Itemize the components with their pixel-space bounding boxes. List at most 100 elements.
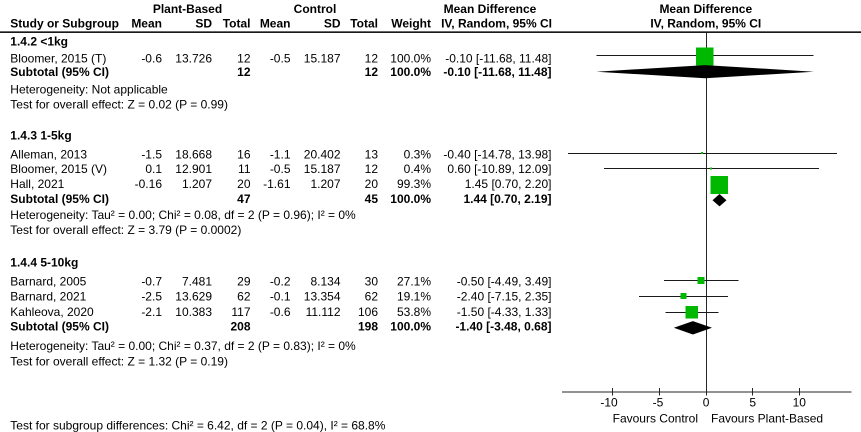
svg-text:IV, Random, 95% CI: IV, Random, 95% CI [650, 16, 761, 30]
svg-text:SD: SD [324, 16, 341, 30]
svg-text:-0.2: -0.2 [270, 274, 291, 288]
svg-text:-1.50 [-4.33, 1.33]: -1.50 [-4.33, 1.33] [457, 305, 552, 319]
svg-text:100.0%: 100.0% [390, 51, 431, 65]
svg-text:Barnard, 2021: Barnard, 2021 [10, 290, 86, 304]
svg-text:-0.10 [-11.68, 11.48]: -0.10 [-11.68, 11.48] [445, 51, 551, 65]
svg-text:Favours Control: Favours Control [613, 412, 698, 426]
svg-text:Heterogeneity: Not applicable: Heterogeneity: Not applicable [10, 83, 168, 97]
svg-text:Barnard, 2005: Barnard, 2005 [10, 274, 86, 288]
svg-text:-0.6: -0.6 [141, 51, 162, 65]
svg-text:Heterogeneity: Tau² = 0.00; Ch: Heterogeneity: Tau² = 0.00; Chi² = 0.08,… [10, 208, 356, 222]
svg-text:5: 5 [749, 396, 756, 410]
svg-text:Test for overall effect: Z = 0: Test for overall effect: Z = 0.02 (P = 0… [10, 97, 228, 111]
svg-text:Weight: Weight [391, 16, 431, 30]
svg-text:Mean: Mean [131, 16, 162, 30]
svg-text:0.60 [-10.89, 12.09]: 0.60 [-10.89, 12.09] [447, 162, 551, 176]
svg-text:-0.6: -0.6 [270, 305, 291, 319]
svg-text:117: 117 [231, 305, 250, 319]
svg-text:19.1%: 19.1% [397, 290, 431, 304]
svg-text:-0.50 [-4.49, 3.49]: -0.50 [-4.49, 3.49] [457, 274, 552, 288]
svg-text:Subtotal (95% CI): Subtotal (95% CI) [10, 320, 109, 334]
svg-text:13.726: 13.726 [175, 51, 212, 65]
svg-text:1.207: 1.207 [310, 177, 340, 191]
svg-text:-1.5: -1.5 [141, 147, 162, 161]
svg-text:-1.1: -1.1 [270, 147, 291, 161]
svg-text:100.0%: 100.0% [390, 320, 431, 334]
svg-text:-0.1: -0.1 [270, 290, 291, 304]
svg-text:8.134: 8.134 [310, 274, 340, 288]
svg-text:18.668: 18.668 [175, 147, 212, 161]
svg-text:12.901: 12.901 [175, 162, 212, 176]
svg-text:Kahleova, 2020: Kahleova, 2020 [10, 305, 94, 319]
svg-text:Favours Plant-Based: Favours Plant-Based [711, 412, 823, 426]
svg-text:-2.40 [-7.15, 2.35]: -2.40 [-7.15, 2.35] [457, 290, 552, 304]
svg-text:12: 12 [237, 65, 251, 79]
svg-text:62: 62 [237, 290, 251, 304]
svg-text:Total: Total [350, 16, 378, 30]
svg-text:0.1: 0.1 [145, 162, 162, 176]
svg-text:-0.5: -0.5 [270, 51, 291, 65]
svg-text:Mean Difference: Mean Difference [444, 2, 537, 16]
svg-text:11: 11 [238, 162, 251, 176]
svg-text:Plant-Based: Plant-Based [153, 2, 222, 16]
svg-text:-0.40 [-14.78, 13.98]: -0.40 [-14.78, 13.98] [443, 147, 551, 161]
svg-text:99.3%: 99.3% [397, 177, 431, 191]
svg-text:IV, Random, 95% CI: IV, Random, 95% CI [441, 16, 552, 30]
svg-text:Total: Total [223, 16, 251, 30]
svg-text:Study or Subgroup: Study or Subgroup [10, 16, 119, 30]
svg-text:1.44 [0.70, 2.19]: 1.44 [0.70, 2.19] [463, 192, 551, 206]
svg-text:20: 20 [365, 177, 379, 191]
svg-text:62: 62 [365, 290, 379, 304]
svg-text:-0.5: -0.5 [270, 162, 291, 176]
svg-text:Heterogeneity: Tau² = 0.00; Ch: Heterogeneity: Tau² = 0.00; Chi² = 0.37,… [10, 339, 356, 353]
svg-text:0.3%: 0.3% [404, 147, 432, 161]
svg-text:13: 13 [365, 147, 379, 161]
svg-text:-2.5: -2.5 [141, 290, 162, 304]
svg-text:Hall, 2021: Hall, 2021 [10, 177, 64, 191]
svg-text:Test for subgroup differences:: Test for subgroup differences: Chi² = 6.… [10, 418, 385, 432]
svg-text:1.45 [0.70, 2.20]: 1.45 [0.70, 2.20] [465, 177, 552, 191]
svg-text:Control: Control [294, 2, 337, 16]
svg-text:-1.61: -1.61 [263, 177, 291, 191]
svg-text:-0.16: -0.16 [135, 177, 163, 191]
svg-text:12: 12 [365, 51, 379, 65]
svg-text:Test for overall effect: Z = 1: Test for overall effect: Z = 1.32 (P = 0… [10, 354, 228, 368]
svg-text:1.207: 1.207 [182, 177, 212, 191]
svg-text:SD: SD [195, 16, 212, 30]
svg-text:20: 20 [237, 177, 251, 191]
svg-text:1.4.2 <1kg: 1.4.2 <1kg [10, 34, 68, 48]
svg-text:0: 0 [703, 396, 710, 410]
svg-text:Subtotal (95% CI): Subtotal (95% CI) [10, 65, 109, 79]
svg-text:208: 208 [230, 320, 250, 334]
svg-text:30: 30 [365, 274, 379, 288]
svg-text:29: 29 [237, 274, 251, 288]
svg-text:7.481: 7.481 [182, 274, 212, 288]
svg-text:198: 198 [358, 320, 378, 334]
svg-text:12: 12 [365, 65, 379, 79]
svg-text:1.4.4 5-10kg: 1.4.4 5-10kg [10, 256, 78, 270]
svg-text:Test for overall effect: Z = 3: Test for overall effect: Z = 3.79 (P = 0… [10, 223, 241, 237]
svg-text:13.354: 13.354 [304, 290, 341, 304]
svg-text:15.187: 15.187 [304, 51, 341, 65]
svg-text:Subtotal (95% CI): Subtotal (95% CI) [10, 192, 109, 206]
svg-text:47: 47 [237, 192, 251, 206]
svg-text:27.1%: 27.1% [397, 274, 431, 288]
svg-text:-5: -5 [653, 396, 664, 410]
svg-text:Mean: Mean [260, 16, 291, 30]
svg-text:Bloomer, 2015 (T): Bloomer, 2015 (T) [10, 51, 106, 65]
svg-text:12: 12 [237, 51, 251, 65]
svg-text:Bloomer, 2015 (V): Bloomer, 2015 (V) [10, 162, 107, 176]
svg-text:11.112: 11.112 [306, 305, 341, 319]
svg-text:-0.7: -0.7 [141, 274, 162, 288]
svg-text:12: 12 [365, 162, 379, 176]
svg-text:1.4.3 1-5kg: 1.4.3 1-5kg [10, 128, 71, 142]
svg-text:13.629: 13.629 [175, 290, 212, 304]
svg-text:Alleman, 2013: Alleman, 2013 [10, 147, 87, 161]
svg-text:106: 106 [358, 305, 378, 319]
svg-text:53.8%: 53.8% [397, 305, 431, 319]
svg-text:100.0%: 100.0% [390, 192, 431, 206]
svg-text:-10: -10 [600, 396, 618, 410]
svg-text:16: 16 [237, 147, 251, 161]
svg-text:100.0%: 100.0% [390, 65, 431, 79]
svg-text:20.402: 20.402 [304, 147, 341, 161]
